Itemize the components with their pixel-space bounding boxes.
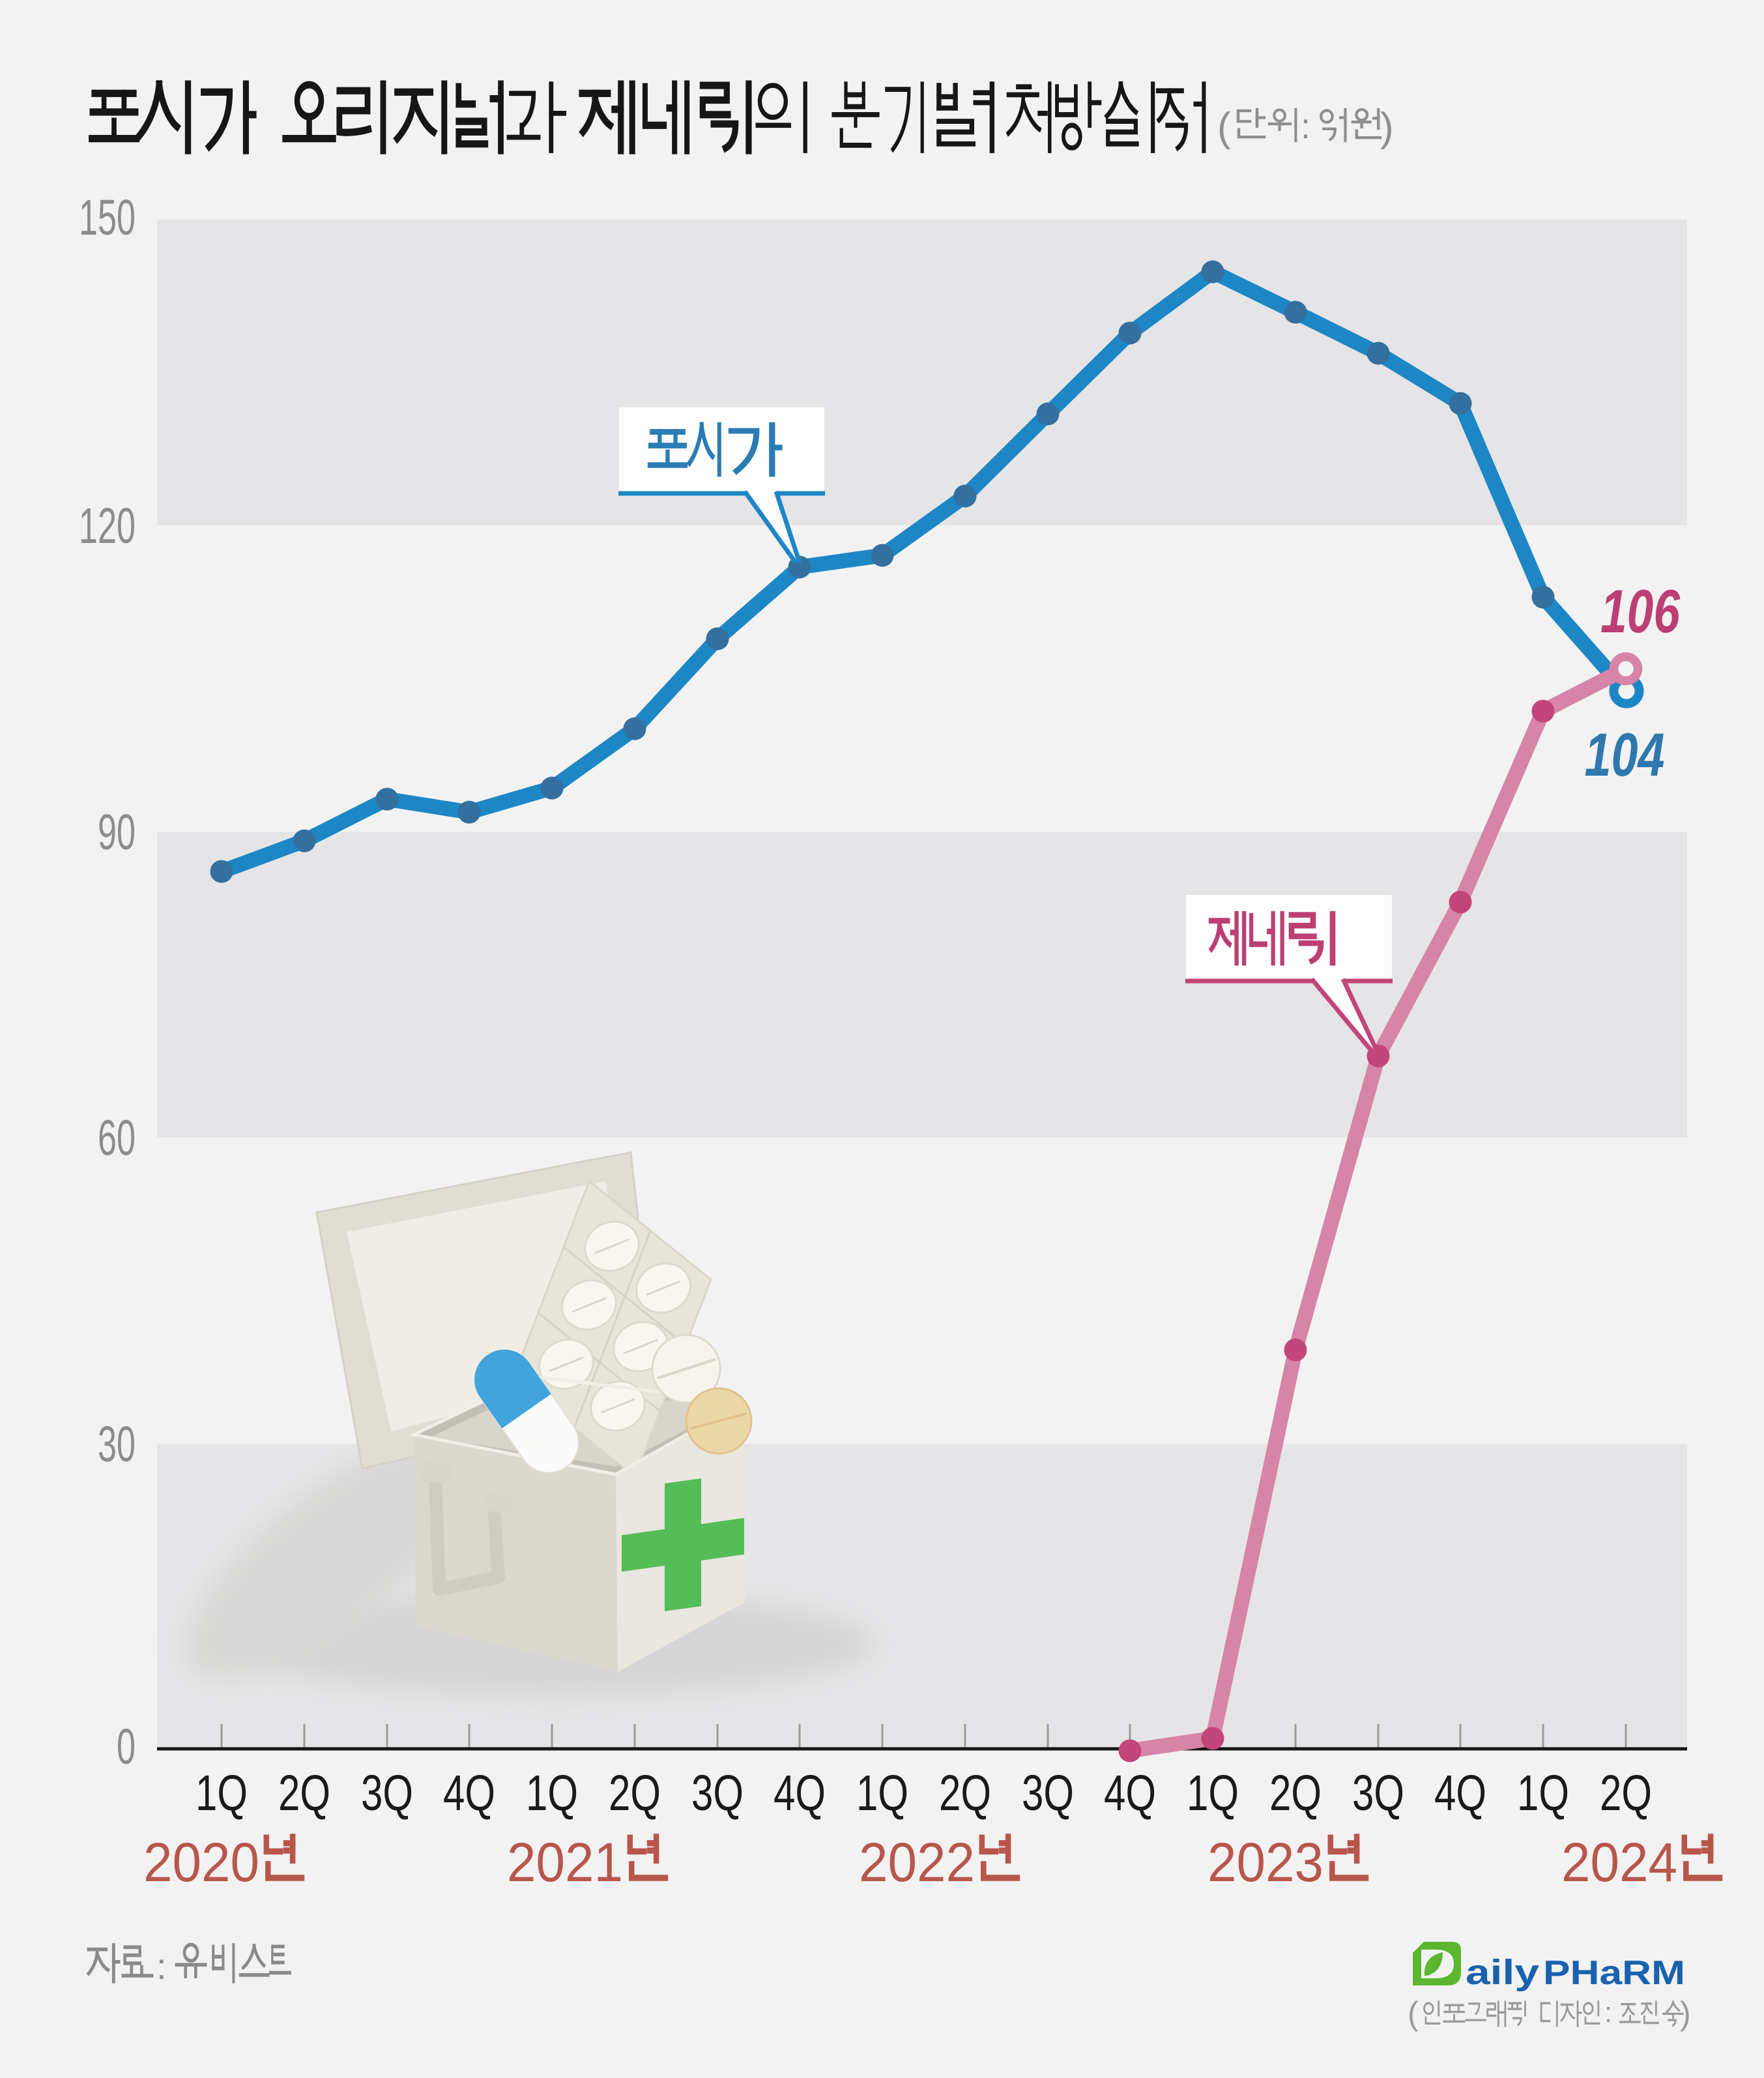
svg-text:2020: 2020 bbox=[143, 1832, 259, 1893]
svg-text:2Q: 2Q bbox=[1269, 1765, 1322, 1821]
svg-text:3Q: 3Q bbox=[691, 1765, 744, 1821]
svg-text::: : bbox=[156, 1946, 167, 1987]
svg-text:1Q: 1Q bbox=[526, 1765, 578, 1821]
svg-text:aily: aily bbox=[1466, 1953, 1539, 1992]
svg-text:4Q: 4Q bbox=[443, 1765, 495, 1821]
svg-text:2Q: 2Q bbox=[939, 1765, 991, 1821]
svg-text:): ) bbox=[1380, 105, 1394, 150]
svg-text:104: 104 bbox=[1585, 720, 1665, 789]
svg-text:0: 0 bbox=[117, 1719, 136, 1775]
svg-text:90: 90 bbox=[98, 804, 136, 860]
svg-text:3Q: 3Q bbox=[1022, 1765, 1074, 1821]
svg-text:3Q: 3Q bbox=[1352, 1765, 1404, 1821]
svg-text:2022: 2022 bbox=[859, 1832, 975, 1893]
svg-text:): ) bbox=[1680, 1995, 1691, 2032]
svg-text:PHaRM: PHaRM bbox=[1543, 1954, 1685, 1992]
svg-text:(: ( bbox=[1408, 1995, 1419, 2032]
svg-text:4Q: 4Q bbox=[774, 1765, 826, 1821]
svg-text:120: 120 bbox=[79, 498, 136, 554]
svg-text:60: 60 bbox=[98, 1110, 136, 1166]
svg-text:3Q: 3Q bbox=[361, 1765, 413, 1821]
svg-text:1Q: 1Q bbox=[1187, 1765, 1239, 1821]
svg-text:2024: 2024 bbox=[1561, 1832, 1677, 1893]
svg-text:2Q: 2Q bbox=[1600, 1765, 1652, 1821]
svg-text:30: 30 bbox=[98, 1416, 136, 1472]
svg-text:4Q: 4Q bbox=[1434, 1765, 1486, 1821]
svg-text:150: 150 bbox=[79, 190, 136, 246]
svg-text:(: ( bbox=[1217, 105, 1231, 150]
svg-text:2Q: 2Q bbox=[278, 1765, 330, 1821]
svg-text:1Q: 1Q bbox=[856, 1765, 908, 1821]
svg-text:4Q: 4Q bbox=[1104, 1765, 1156, 1821]
svg-text:2023: 2023 bbox=[1207, 1832, 1323, 1893]
svg-text:106: 106 bbox=[1600, 577, 1681, 645]
svg-text::: : bbox=[1604, 1997, 1612, 2028]
svg-text:2021: 2021 bbox=[507, 1832, 623, 1893]
svg-text:1Q: 1Q bbox=[195, 1765, 248, 1821]
svg-text::: : bbox=[1301, 107, 1310, 146]
svg-text:2Q: 2Q bbox=[609, 1765, 661, 1821]
svg-text:1Q: 1Q bbox=[1517, 1765, 1569, 1821]
